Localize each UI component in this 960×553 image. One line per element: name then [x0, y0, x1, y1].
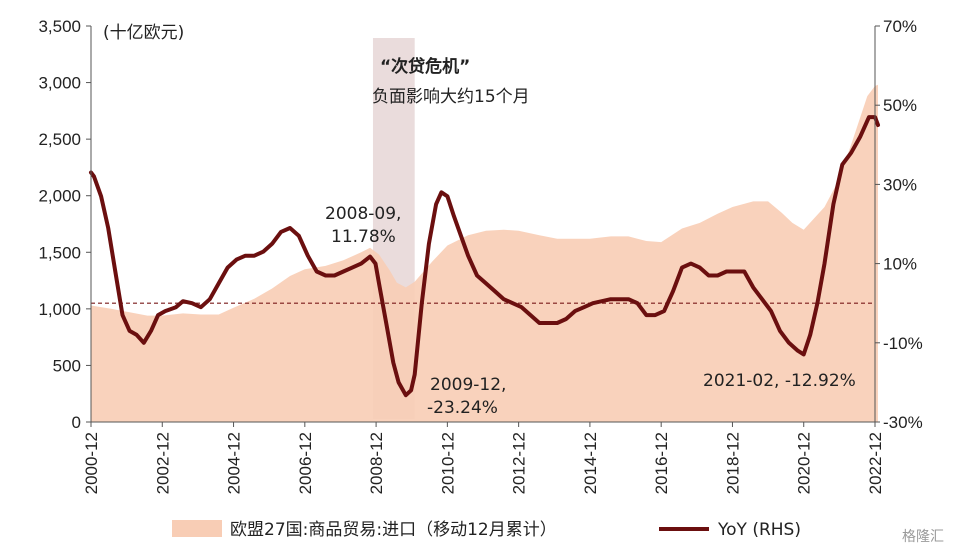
- x-tick-labels: 2000-12 2002-12 2004-12 2006-12 2008-12 2010-…: [82, 432, 885, 494]
- left-tick-label: 2,500: [38, 130, 81, 149]
- x-tick-label: 2012-12: [510, 432, 529, 494]
- left-tick-label: 2,000: [38, 187, 81, 206]
- x-tick-label: 2014-12: [581, 432, 600, 494]
- series-line-yoy: [89, 115, 880, 398]
- legend-area-label: 欧盟27国:商品贸易:进口（移动12月累计）: [230, 520, 557, 540]
- left-tick-label: 3,500: [38, 17, 81, 36]
- x-tick-label: 2000-12: [82, 432, 101, 494]
- annotation-crisis-subtitle: 负面影响大约15个月: [372, 87, 530, 107]
- x-tick-label: 2004-12: [225, 432, 244, 494]
- x-tick-label: 2020-12: [795, 432, 814, 494]
- x-tick-label: 2016-12: [652, 432, 671, 494]
- annotation-trough-date: 2009-12,: [430, 375, 506, 395]
- import-area-layer: [91, 84, 878, 423]
- x-tick-label: 2002-12: [153, 432, 172, 494]
- left-tick-label: 3,000: [38, 74, 81, 93]
- legend-line-label: YoY (RHS): [717, 520, 801, 540]
- right-tick-label: 70%: [883, 17, 917, 36]
- x-tick-label: 2022-12: [866, 432, 885, 494]
- left-tick-label: 1,000: [38, 300, 81, 319]
- x-tick-label: 2010-12: [438, 432, 457, 494]
- annotation-crisis-title: “次贷危机”: [380, 56, 470, 77]
- right-tick-labels: -30% -10% 10% 30% 50% 70%: [883, 17, 923, 432]
- watermark: 格隆汇: [902, 529, 944, 545]
- unit-label: (十亿欧元): [103, 23, 184, 43]
- x-tick-label: 2018-12: [723, 432, 742, 494]
- legend-area-swatch: [172, 520, 222, 537]
- x-tick-label: 2008-12: [367, 432, 386, 494]
- right-tick-label: -30%: [883, 413, 923, 432]
- annotation-2021-trough: 2021-02, -12.92%: [703, 371, 856, 391]
- annotation-peak-value: 11.78%: [331, 227, 396, 247]
- left-tick-labels: 0 500 1,000 1,500 2,000 2,500 3,000 3,500: [38, 17, 81, 432]
- left-tick-label: 500: [53, 356, 81, 375]
- right-tick-label: 10%: [883, 255, 917, 274]
- left-tick-label: 1,500: [38, 243, 81, 262]
- x-tick-label: 2006-12: [296, 432, 315, 494]
- left-tick-label: 0: [72, 413, 81, 432]
- right-tick-label: -10%: [883, 334, 923, 353]
- right-tick-label: 30%: [883, 175, 917, 194]
- axes-layer: [86, 25, 880, 427]
- yoy-line-layer: [89, 115, 880, 398]
- series-area-import: [91, 84, 878, 423]
- right-tick-label: 50%: [883, 96, 917, 115]
- annotation-trough-value: -23.24%: [427, 398, 498, 418]
- annotation-peak-date: 2008-09,: [325, 204, 401, 224]
